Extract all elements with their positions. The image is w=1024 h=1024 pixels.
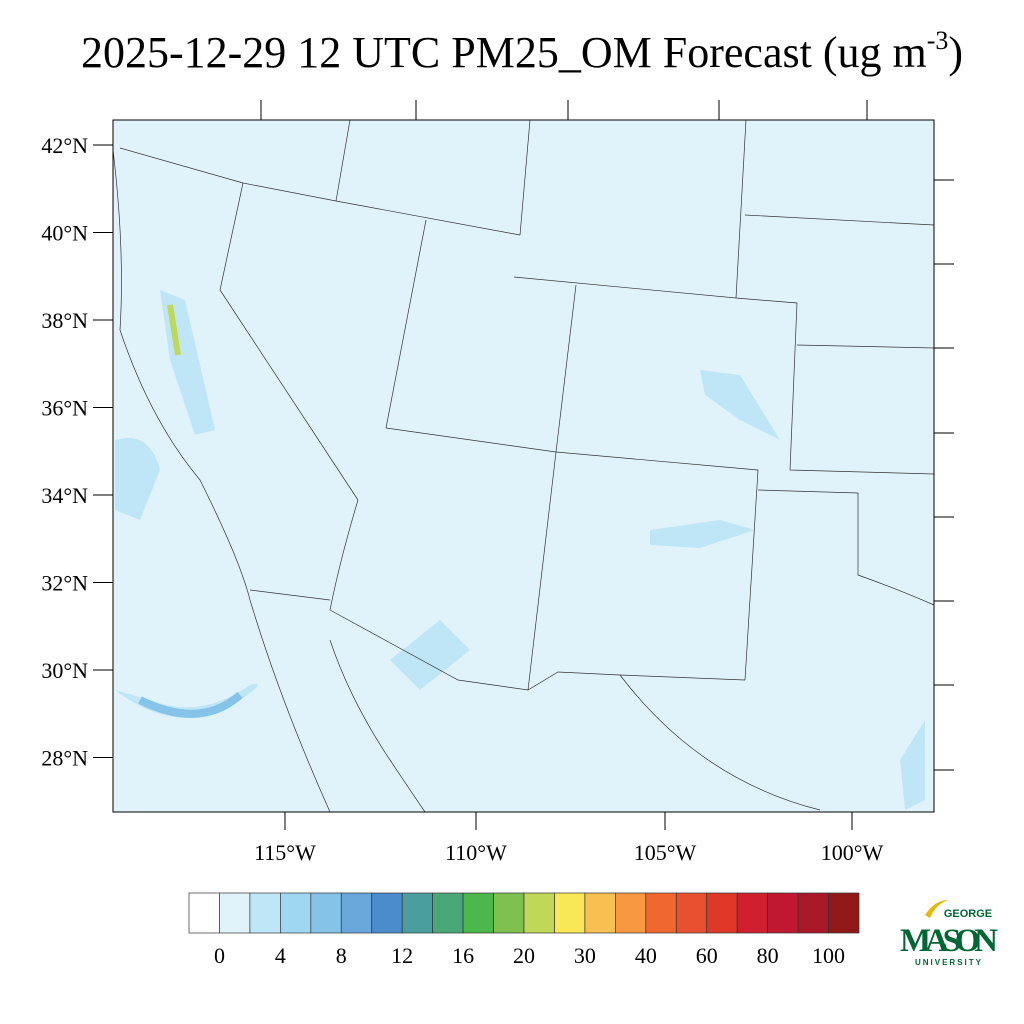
colorbar-label: 80: [757, 943, 779, 968]
colorbar-box: [371, 892, 403, 934]
plume-core: [138, 691, 243, 718]
colorbar-box: [828, 892, 860, 934]
colorbar-box: [340, 892, 373, 934]
logo-top: GEORGE: [944, 908, 992, 920]
colorbar-box: [493, 892, 525, 934]
lon-labels: 115°W 110°W 105°W 100°W: [254, 840, 883, 865]
title-superscript: -3: [927, 26, 949, 55]
lon-label: 115°W: [254, 840, 316, 865]
logo-bottom: UNIVERSITY: [915, 958, 983, 967]
colorbar-box: [462, 892, 494, 934]
lat-label: 34°N: [41, 483, 88, 508]
map: 42°N40°N38°N36°N34°N32°N30°N28°N 115°W 11…: [41, 100, 954, 865]
colorbar-box: [675, 892, 708, 934]
colorbar-label: 12: [391, 943, 413, 968]
colorbar: 0 4 8 12 16 20 30 40 60 80 100: [188, 892, 860, 968]
title-main: 2025-12-29 12 UTC PM25_OM Forecast (ug m: [81, 28, 927, 77]
lat-label: 36°N: [41, 396, 88, 421]
colorbar-label: 16: [452, 943, 474, 968]
colorbar-box: [523, 892, 555, 934]
colorbar-box: [767, 892, 799, 934]
colorbar-box: [401, 892, 433, 934]
borders: [112, 119, 935, 813]
colorbar-box: [615, 892, 647, 934]
lon-label: 110°W: [445, 840, 507, 865]
lat-label: 42°N: [41, 133, 88, 158]
lat-label: 28°N: [41, 746, 88, 771]
colorbar-box: [219, 892, 251, 934]
colorbar-box: [584, 892, 616, 934]
colorbar-box: [249, 892, 281, 934]
lon-label: 105°W: [634, 840, 697, 865]
colorbar-box: [645, 892, 677, 934]
title: 2025-12-29 12 UTC PM25_OM Forecast (ug m…: [81, 26, 963, 77]
lat-labels: 42°N 40°N 38°N 36°N 34°N 32°N 30°N 28°N: [41, 133, 113, 771]
lat-label: 38°N: [41, 308, 88, 333]
title-end: ): [948, 28, 963, 77]
plume-core: [167, 304, 181, 356]
colorbar-box: [554, 892, 586, 934]
colorbar-label: 60: [696, 943, 718, 968]
colorbar-box: [280, 892, 312, 934]
colorbar-label: 4: [275, 943, 286, 968]
colorbar-label: 40: [635, 943, 657, 968]
map-background: [113, 120, 934, 812]
colorbar-box: [797, 892, 829, 934]
logo: GEORGE MASON UNIVERSITY: [900, 900, 998, 967]
colorbar-box: [736, 892, 768, 934]
colorbar-label: 8: [336, 943, 347, 968]
colorbar-label: 100: [812, 943, 845, 968]
colorbar-label: 0: [214, 943, 225, 968]
colorbar-box: [432, 892, 464, 934]
ticks: [260, 100, 954, 830]
colorbar-label: 30: [574, 943, 596, 968]
colorbar-box: [706, 892, 738, 934]
logo-main: MASON: [900, 923, 998, 959]
colorbar-label: 20: [513, 943, 535, 968]
lat-label: 32°N: [41, 571, 88, 596]
lon-label: 100°W: [821, 840, 884, 865]
lat-label: 40°N: [41, 221, 88, 246]
colorbar-box: [310, 892, 342, 934]
colorbar-box: [188, 892, 220, 934]
lat-label: 30°N: [41, 658, 88, 683]
map-frame: [112, 119, 935, 813]
